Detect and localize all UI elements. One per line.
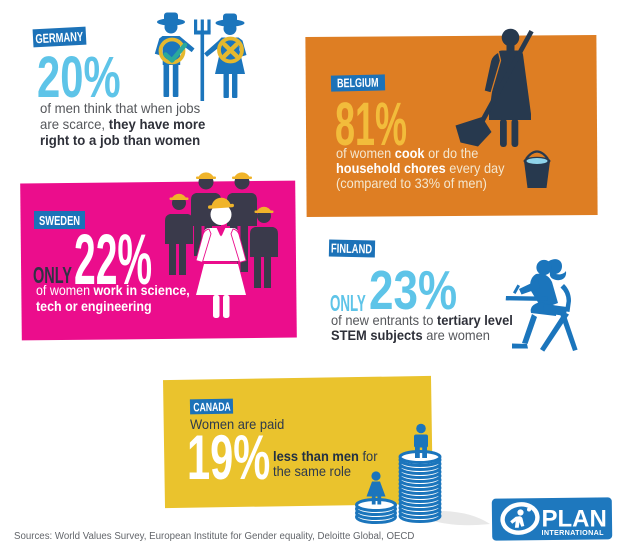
svg-text:PLAN: PLAN [542, 505, 607, 532]
svg-text:INTERNATIONAL: INTERNATIONAL [542, 528, 605, 537]
